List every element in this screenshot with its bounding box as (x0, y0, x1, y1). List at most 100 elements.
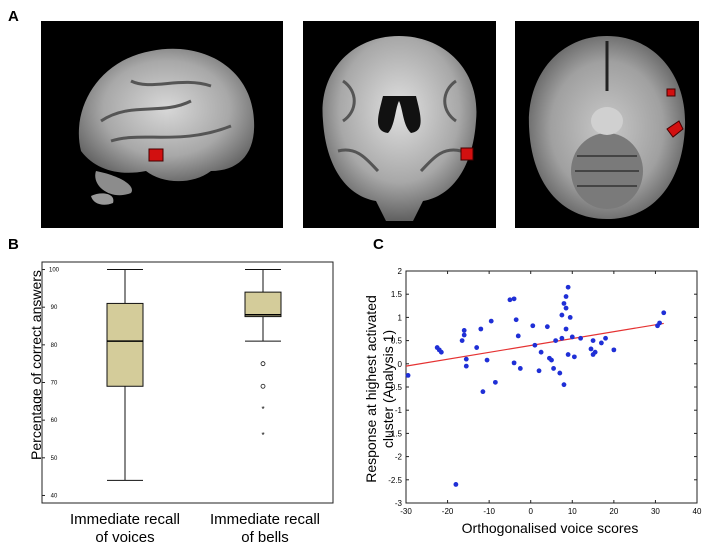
scatter-y-tick-label-7: 0.5 (391, 337, 403, 346)
boxplot-y-tick-label-1: 50 (51, 456, 58, 462)
boxplot-y-tick-label-2: 60 (51, 418, 58, 424)
boxplot-category-1-line-2: of voices (95, 529, 155, 546)
scatter-point-36 (563, 294, 569, 299)
scatter-point-10 (474, 345, 480, 350)
scatter-y-tick-label-0: -3 (395, 499, 403, 508)
scatter-point-18 (511, 360, 517, 366)
scatter-point-7 (461, 327, 467, 333)
axial-activation-1 (666, 88, 676, 97)
scatter-point-39 (565, 284, 571, 290)
scatter-point-22 (530, 323, 536, 329)
scatter-point-32 (559, 312, 565, 318)
boxplot-category-2-line-1: Immediate recall (209, 511, 321, 528)
coronal-brain-shape (322, 36, 477, 221)
scatter-point-40 (565, 352, 571, 357)
scatter-point-34 (561, 382, 567, 388)
boxplot-y-tick-label-3: 70 (51, 381, 58, 387)
scatter-point-23 (532, 342, 538, 348)
coronal-activation (460, 147, 474, 161)
axial-activation-2 (666, 120, 684, 138)
scatter-point-4 (453, 482, 459, 487)
scatter-point-19 (515, 333, 521, 339)
scatter-point-48 (592, 349, 598, 355)
scatter-x-axis-label: Orthogonalised voice scores (461, 520, 639, 536)
scatter-y-tick-label-5: -0.5 (388, 383, 402, 392)
scatter-point-17 (511, 296, 517, 302)
scatter-point-37 (563, 305, 569, 311)
scatter-point-42 (569, 334, 575, 340)
scatter-point-6 (461, 332, 467, 338)
boxplot-y-tick-label-4: 80 (51, 343, 58, 349)
scatter-x-tick-label-1: -20 (442, 507, 454, 516)
panel-letter-a: A (8, 8, 19, 25)
scatter-point-50 (603, 335, 608, 341)
scatter-point-16 (507, 297, 513, 303)
boxplot-category-2-line-2: of bells (241, 529, 289, 546)
panel-letter-c: C (373, 236, 384, 253)
boxplot-category-label-2: Immediate recall of bells (195, 511, 335, 547)
boxplot-y-tick-label-5: 90 (51, 305, 58, 311)
scatter-x-tick-label-2: -10 (483, 507, 495, 516)
panel-letter-b: B (8, 236, 19, 253)
scatter-point-33 (559, 335, 565, 341)
scatter-y-tick-label-6: 0 (398, 360, 403, 369)
brain-coronal-image (303, 21, 496, 228)
boxplot-y-tick-label-0: 40 (51, 493, 58, 499)
scatter-x-tick-label-3: 0 (528, 507, 533, 516)
sagittal-activation (148, 148, 164, 162)
scatter-point-0 (405, 373, 411, 378)
scatter-point-5 (459, 338, 465, 343)
scatter-point-35 (561, 301, 567, 306)
scatter-point-43 (571, 354, 577, 360)
scatter-y-tick-label-9: 1.5 (391, 290, 403, 299)
scatter-point-49 (598, 340, 604, 346)
boxplot-outlier-1-1 (260, 383, 266, 389)
scatter-x-tick-label-5: 20 (609, 507, 618, 516)
scatter-point-8 (463, 356, 469, 362)
brain-coronal-svg (322, 36, 477, 221)
scatter-point-44 (578, 335, 583, 341)
boxplot-outlier-1-0 (260, 361, 266, 367)
scatter-y-tick-label-3: -1.5 (388, 429, 402, 438)
scatter-point-28 (549, 357, 554, 363)
brain-axial-image (515, 21, 699, 228)
boxplot-category-1-line-1: Immediate recall (69, 511, 181, 528)
scatter-y-tick-label-2: -2 (395, 453, 403, 462)
scatter-y-tick-label-1: -2.5 (388, 476, 402, 485)
brain-axial-svg (528, 36, 686, 219)
scatter-point-30 (553, 338, 559, 343)
scatter-point-20 (513, 317, 519, 323)
boxplot-box-1 (244, 291, 282, 318)
coronal-ventricles (378, 96, 421, 133)
scatter-point-15 (492, 379, 498, 385)
scatter-point-25 (538, 349, 544, 355)
scatter-point-24 (536, 368, 542, 374)
boxplot-category-label-1: Immediate recall of voices (55, 511, 195, 547)
boxplot-box-0 (106, 302, 144, 387)
scatter-point-14 (488, 318, 494, 324)
brain-sagittal-image (41, 21, 283, 228)
scatter-frame (405, 270, 698, 504)
boxplot-y-tick-label-6: 100 (49, 268, 60, 274)
scatter-point-21 (517, 366, 523, 371)
boxplot-extreme-1-1: * (261, 431, 264, 440)
scatter-y-tick-label-4: -1 (395, 406, 403, 415)
scatter-x-tick-label-7: 40 (693, 507, 702, 516)
scatter-point-41 (567, 315, 573, 320)
scatter-point-11 (478, 326, 484, 332)
scatter-point-54 (655, 323, 660, 329)
scatter-point-38 (563, 326, 569, 332)
scatter-y-tick-label-10: 2 (398, 267, 403, 276)
boxplot-frame (41, 261, 334, 504)
scatter-point-26 (544, 324, 550, 330)
scatter-point-9 (463, 363, 469, 369)
scatter-x-tick-label-4: 10 (568, 507, 577, 516)
scatter-point-47 (590, 338, 596, 343)
scatter-x-tick-label-0: -30 (400, 507, 412, 516)
boxplot-extreme-1-0: * (261, 405, 264, 414)
sagittal-brain-shape (78, 48, 255, 182)
scatter-point-31 (557, 370, 563, 376)
scatter-point-53 (661, 310, 667, 316)
brain-sagittal-svg (78, 48, 255, 205)
